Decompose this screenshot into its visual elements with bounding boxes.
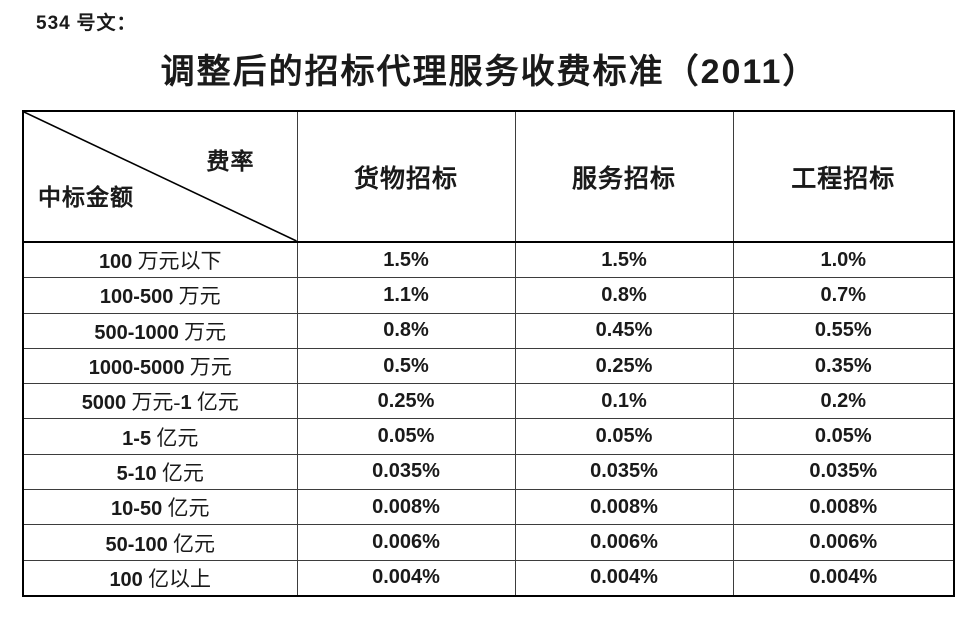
rate-services: 1.5% <box>514 241 734 279</box>
rate-engineering: 0.035% <box>732 453 955 491</box>
col-header-engineering-bidding: 工程招标 <box>732 110 955 243</box>
table-row: 5-10 亿元 0.035% 0.035% 0.035% <box>22 453 955 491</box>
header-row: 费率 中标金额 货物招标 服务招标 工程招标 <box>22 110 955 243</box>
rate-services: 0.25% <box>514 347 734 385</box>
rate-engineering: 0.2% <box>732 383 955 420</box>
rate-goods: 0.004% <box>296 559 516 597</box>
row-label-amount-range: 10-50 亿元 <box>22 489 298 526</box>
doc-number-label: 534 号文： <box>36 13 137 34</box>
col-header-goods-bidding: 货物招标 <box>296 110 516 243</box>
table-row: 100-500 万元 1.1% 0.8% 0.7% <box>22 277 955 314</box>
rate-engineering: 0.55% <box>732 312 955 349</box>
rate-goods: 0.008% <box>296 489 516 526</box>
row-label-amount-range: 5-10 亿元 <box>22 453 298 491</box>
row-label-amount-range: 100-500 万元 <box>22 277 298 314</box>
rate-goods: 0.05% <box>296 418 516 455</box>
table-row: 10-50 亿元 0.008% 0.008% 0.008% <box>22 489 955 526</box>
row-label-amount-range: 100 万元以下 <box>22 241 298 279</box>
rate-engineering: 0.004% <box>732 559 955 597</box>
rate-services: 0.008% <box>514 489 734 526</box>
rate-engineering: 0.35% <box>732 347 955 385</box>
rate-goods: 0.25% <box>296 383 516 420</box>
row-label-amount-range: 1-5 亿元 <box>22 418 298 455</box>
table-row: 100 亿以上 0.004% 0.004% 0.004% <box>22 559 955 597</box>
table-row: 500-1000 万元 0.8% 0.45% 0.55% <box>22 312 955 349</box>
rate-services: 0.006% <box>514 524 734 561</box>
rate-goods: 1.1% <box>296 277 516 314</box>
rate-goods: 1.5% <box>296 241 516 279</box>
table-row: 1-5 亿元 0.05% 0.05% 0.05% <box>22 418 955 455</box>
table-row: 100 万元以下 1.5% 1.5% 1.0% <box>22 241 955 279</box>
rate-engineering: 0.006% <box>732 524 955 561</box>
table-row: 1000-5000 万元 0.5% 0.25% 0.35% <box>22 347 955 385</box>
row-label-amount-range: 100 亿以上 <box>22 559 298 597</box>
rate-goods: 0.035% <box>296 453 516 491</box>
rate-services: 0.05% <box>514 418 734 455</box>
rate-goods: 0.8% <box>296 312 516 349</box>
fee-table-body: 100 万元以下 1.5% 1.5% 1.0% 100-500 万元 1.1% … <box>22 241 955 597</box>
diagonal-divider-line <box>24 112 297 241</box>
rate-services: 0.45% <box>514 312 734 349</box>
rate-engineering: 0.05% <box>732 418 955 455</box>
page-title: 调整后的招标代理服务收费标准（2011） <box>160 53 819 91</box>
table-row: 5000 万元-1 亿元 0.25% 0.1% 0.2% <box>22 383 955 420</box>
corner-label-bid-amount: 中标金额 <box>38 185 134 210</box>
rate-services: 0.035% <box>514 453 734 491</box>
row-label-amount-range: 500-1000 万元 <box>22 312 298 349</box>
rate-engineering: 0.7% <box>732 277 955 314</box>
rate-services: 0.8% <box>514 277 734 314</box>
row-label-amount-range: 1000-5000 万元 <box>22 347 298 385</box>
corner-header-cell: 费率 中标金额 <box>22 110 298 243</box>
col-header-service-bidding: 服务招标 <box>514 110 734 243</box>
rate-goods: 0.5% <box>296 347 516 385</box>
rate-engineering: 1.0% <box>732 241 955 279</box>
rate-services: 0.1% <box>514 383 734 420</box>
fee-table: 费率 中标金额 货物招标 服务招标 工程招标 100 万元以下 1.5% 1.5… <box>22 110 955 597</box>
rate-engineering: 0.008% <box>732 489 955 526</box>
table-row: 50-100 亿元 0.006% 0.006% 0.006% <box>22 524 955 561</box>
rate-goods: 0.006% <box>296 524 516 561</box>
row-label-amount-range: 50-100 亿元 <box>22 524 298 561</box>
corner-label-rate: 费率 <box>206 149 255 174</box>
rate-services: 0.004% <box>514 559 734 597</box>
row-label-amount-range: 5000 万元-1 亿元 <box>22 383 298 420</box>
